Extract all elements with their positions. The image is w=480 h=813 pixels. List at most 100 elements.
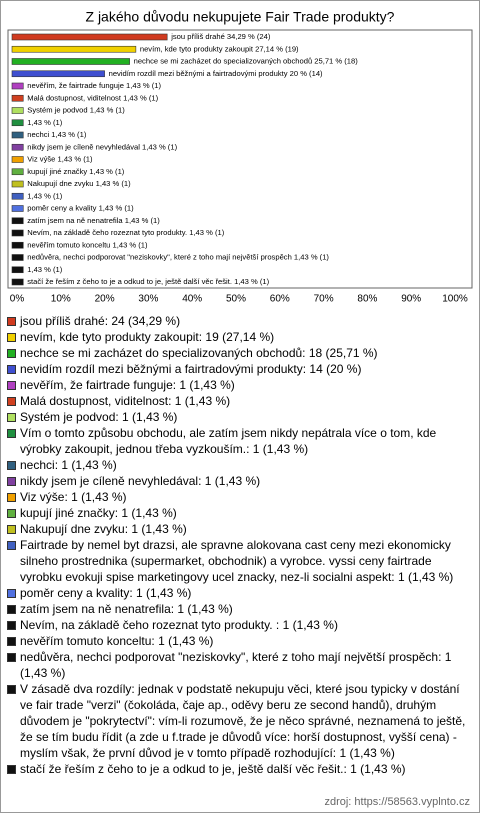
bar-label: nevidím rozdíl mezi běžnými a fairtradov… <box>109 69 323 78</box>
legend-item: nedůvěra, nechci podporovat "neziskovky"… <box>7 649 469 681</box>
legend-swatch <box>7 685 16 694</box>
legend-text: Malá dostupnost, viditelnost: 1 (1,43 %) <box>20 394 231 408</box>
legend-swatch <box>7 333 16 342</box>
legend-swatch <box>7 381 16 390</box>
legend-item: Malá dostupnost, viditelnost: 1 (1,43 %) <box>7 393 469 409</box>
x-tick-label: 40% <box>182 294 202 305</box>
bar <box>11 266 24 274</box>
legend-swatch <box>7 493 16 502</box>
legend-swatch <box>7 349 16 358</box>
legend-text: stačí že řeším z čeho to je a odkud to j… <box>20 762 406 776</box>
legend-item: zatím jsem na ně nenatrefila: 1 (1,43 %) <box>7 601 469 617</box>
bar <box>11 229 24 237</box>
bar <box>11 82 24 90</box>
legend-text: nechce se mi zacházet do specializovanýc… <box>20 346 378 360</box>
bar-label: stačí že řeším z čeho to je a odkud to j… <box>27 277 269 286</box>
bar-label: Nakupují dne zvyku 1,43 % (1) <box>27 179 131 188</box>
legend-text: Nevím, na základě čeho rozeznat tyto pro… <box>20 618 338 632</box>
bar-label: Nevím, na základě čeho rozeznat tyto pro… <box>27 228 224 237</box>
legend-swatch <box>7 605 16 614</box>
x-tick-label: 60% <box>270 294 290 305</box>
legend-swatch <box>7 477 16 486</box>
bar <box>11 241 24 249</box>
bar <box>11 180 24 188</box>
bar <box>11 58 130 65</box>
bar <box>11 107 24 114</box>
bar <box>11 143 24 151</box>
bar <box>11 131 24 139</box>
bar-label: jsou příliš drahé 34,29 % (24) <box>170 32 271 41</box>
x-tick-label: 100% <box>442 294 468 305</box>
bar-label: nevím, kde tyto produkty zakoupit 27,14 … <box>140 44 299 53</box>
legend-item: Vím o tomto způsobu obchodu, ale zatím j… <box>7 425 469 457</box>
legend-swatch <box>7 653 16 662</box>
bar-label: nevěřím tomuto konceltu 1,43 % (1) <box>27 240 148 249</box>
source-note: zdroj: https://58563.vyplnto.cz <box>324 796 470 808</box>
legend-text: nedůvěra, nechci podporovat "neziskovky"… <box>20 650 452 680</box>
bar-label: 1,43 % (1) <box>27 191 63 200</box>
legend-swatch <box>7 413 16 422</box>
bar-label: nechci 1,43 % (1) <box>27 130 87 139</box>
x-tick-label: 50% <box>226 294 246 305</box>
legend-item: Fairtrade by nemel byt drazsi, ale sprav… <box>7 537 469 585</box>
x-tick-label: 30% <box>138 294 158 305</box>
bar-label: Systém je podvod 1,43 % (1) <box>27 106 125 115</box>
bar-label: nechce se mi zacházet do specializovanýc… <box>134 57 359 66</box>
bar <box>11 33 168 41</box>
bar-label: nikdy jsem je cíleně nevyhledával 1,43 %… <box>27 142 177 151</box>
bar <box>11 45 137 53</box>
bar <box>11 205 24 212</box>
legend-text: Fairtrade by nemel byt drazsi, ale sprav… <box>20 538 454 584</box>
legend-swatch <box>7 317 16 326</box>
legend-text: Systém je podvod: 1 (1,43 %) <box>20 410 178 424</box>
bar-label: nedůvěra, nechci podporovat "neziskovky"… <box>27 253 329 262</box>
bar-label: 1,43 % (1) <box>27 118 63 127</box>
legend-swatch <box>7 637 16 646</box>
bar-label: Malá dostupnost, viditelnost 1,43 % (1) <box>27 93 158 102</box>
legend-text: Vím o tomto způsobu obchodu, ale zatím j… <box>20 426 437 456</box>
legend-item: kupují jiné značky: 1 (1,43 %) <box>7 505 469 521</box>
bar-label: kupují jiné značky 1,43 % (1) <box>27 167 125 176</box>
legend-item: stačí že řeším z čeho to je a odkud to j… <box>7 761 469 777</box>
bar <box>11 254 24 261</box>
legend-swatch <box>7 397 16 406</box>
bar <box>11 278 24 286</box>
bar-label: 1,43 % (1) <box>27 265 63 274</box>
chart-title: Z jakého důvodu nekupujete Fair Trade pr… <box>86 9 395 25</box>
legend-text: zatím jsem na ně nenatrefila: 1 (1,43 %) <box>20 602 233 616</box>
bar-label: nevěřím, že fairtrade funguje 1,43 % (1) <box>27 81 161 90</box>
bar-label: Viz výše 1,43 % (1) <box>27 155 93 164</box>
legend-text: nevěřím, že fairtrade funguje: 1 (1,43 %… <box>20 378 235 392</box>
legend: jsou příliš drahé: 24 (34,29 %) nevím, kd… <box>7 313 469 777</box>
bar <box>11 156 24 163</box>
legend-swatch <box>7 525 16 534</box>
bar <box>11 192 24 200</box>
legend-swatch <box>7 509 16 518</box>
bar-label: poměr ceny a kvality 1,43 % (1) <box>27 204 134 213</box>
legend-text: Viz výše: 1 (1,43 %) <box>20 490 127 504</box>
x-tick-label: 20% <box>95 294 115 305</box>
legend-item: Systém je podvod: 1 (1,43 %) <box>7 409 469 425</box>
legend-swatch <box>7 765 16 774</box>
legend-text: kupují jiné značky: 1 (1,43 %) <box>20 506 177 520</box>
bar <box>11 168 24 176</box>
legend-swatch <box>7 429 16 438</box>
legend-text: nechci: 1 (1,43 %) <box>20 458 117 472</box>
legend-swatch <box>7 461 16 470</box>
x-tick-label: 90% <box>401 294 421 305</box>
legend-item: Nakupují dne zvyku: 1 (1,43 %) <box>7 521 469 537</box>
legend-text: jsou příliš drahé: 24 (34,29 %) <box>20 314 181 328</box>
bar <box>11 119 24 127</box>
chart: Z jakého důvodu nekupujete Fair Trade pr… <box>7 9 473 305</box>
bar <box>11 70 105 78</box>
legend-item: nevěřím, že fairtrade funguje: 1 (1,43 %… <box>7 377 469 393</box>
bar <box>11 94 24 102</box>
legend-item: V zásadě dva rozdíly: jednak v podstatě … <box>7 681 469 761</box>
legend-text: V zásadě dva rozdíly: jednak v podstatě … <box>20 682 466 760</box>
legend-item: poměr ceny a kvality: 1 (1,43 %) <box>7 585 469 601</box>
legend-swatch <box>7 541 16 550</box>
bar-label: zatím jsem na ně nenatrefila 1,43 % (1) <box>27 216 160 225</box>
legend-item: Viz výše: 1 (1,43 %) <box>7 489 469 505</box>
x-tick-label: 70% <box>314 294 334 305</box>
legend-text: nevím, kde tyto produkty zakoupit: 19 (2… <box>20 330 275 344</box>
